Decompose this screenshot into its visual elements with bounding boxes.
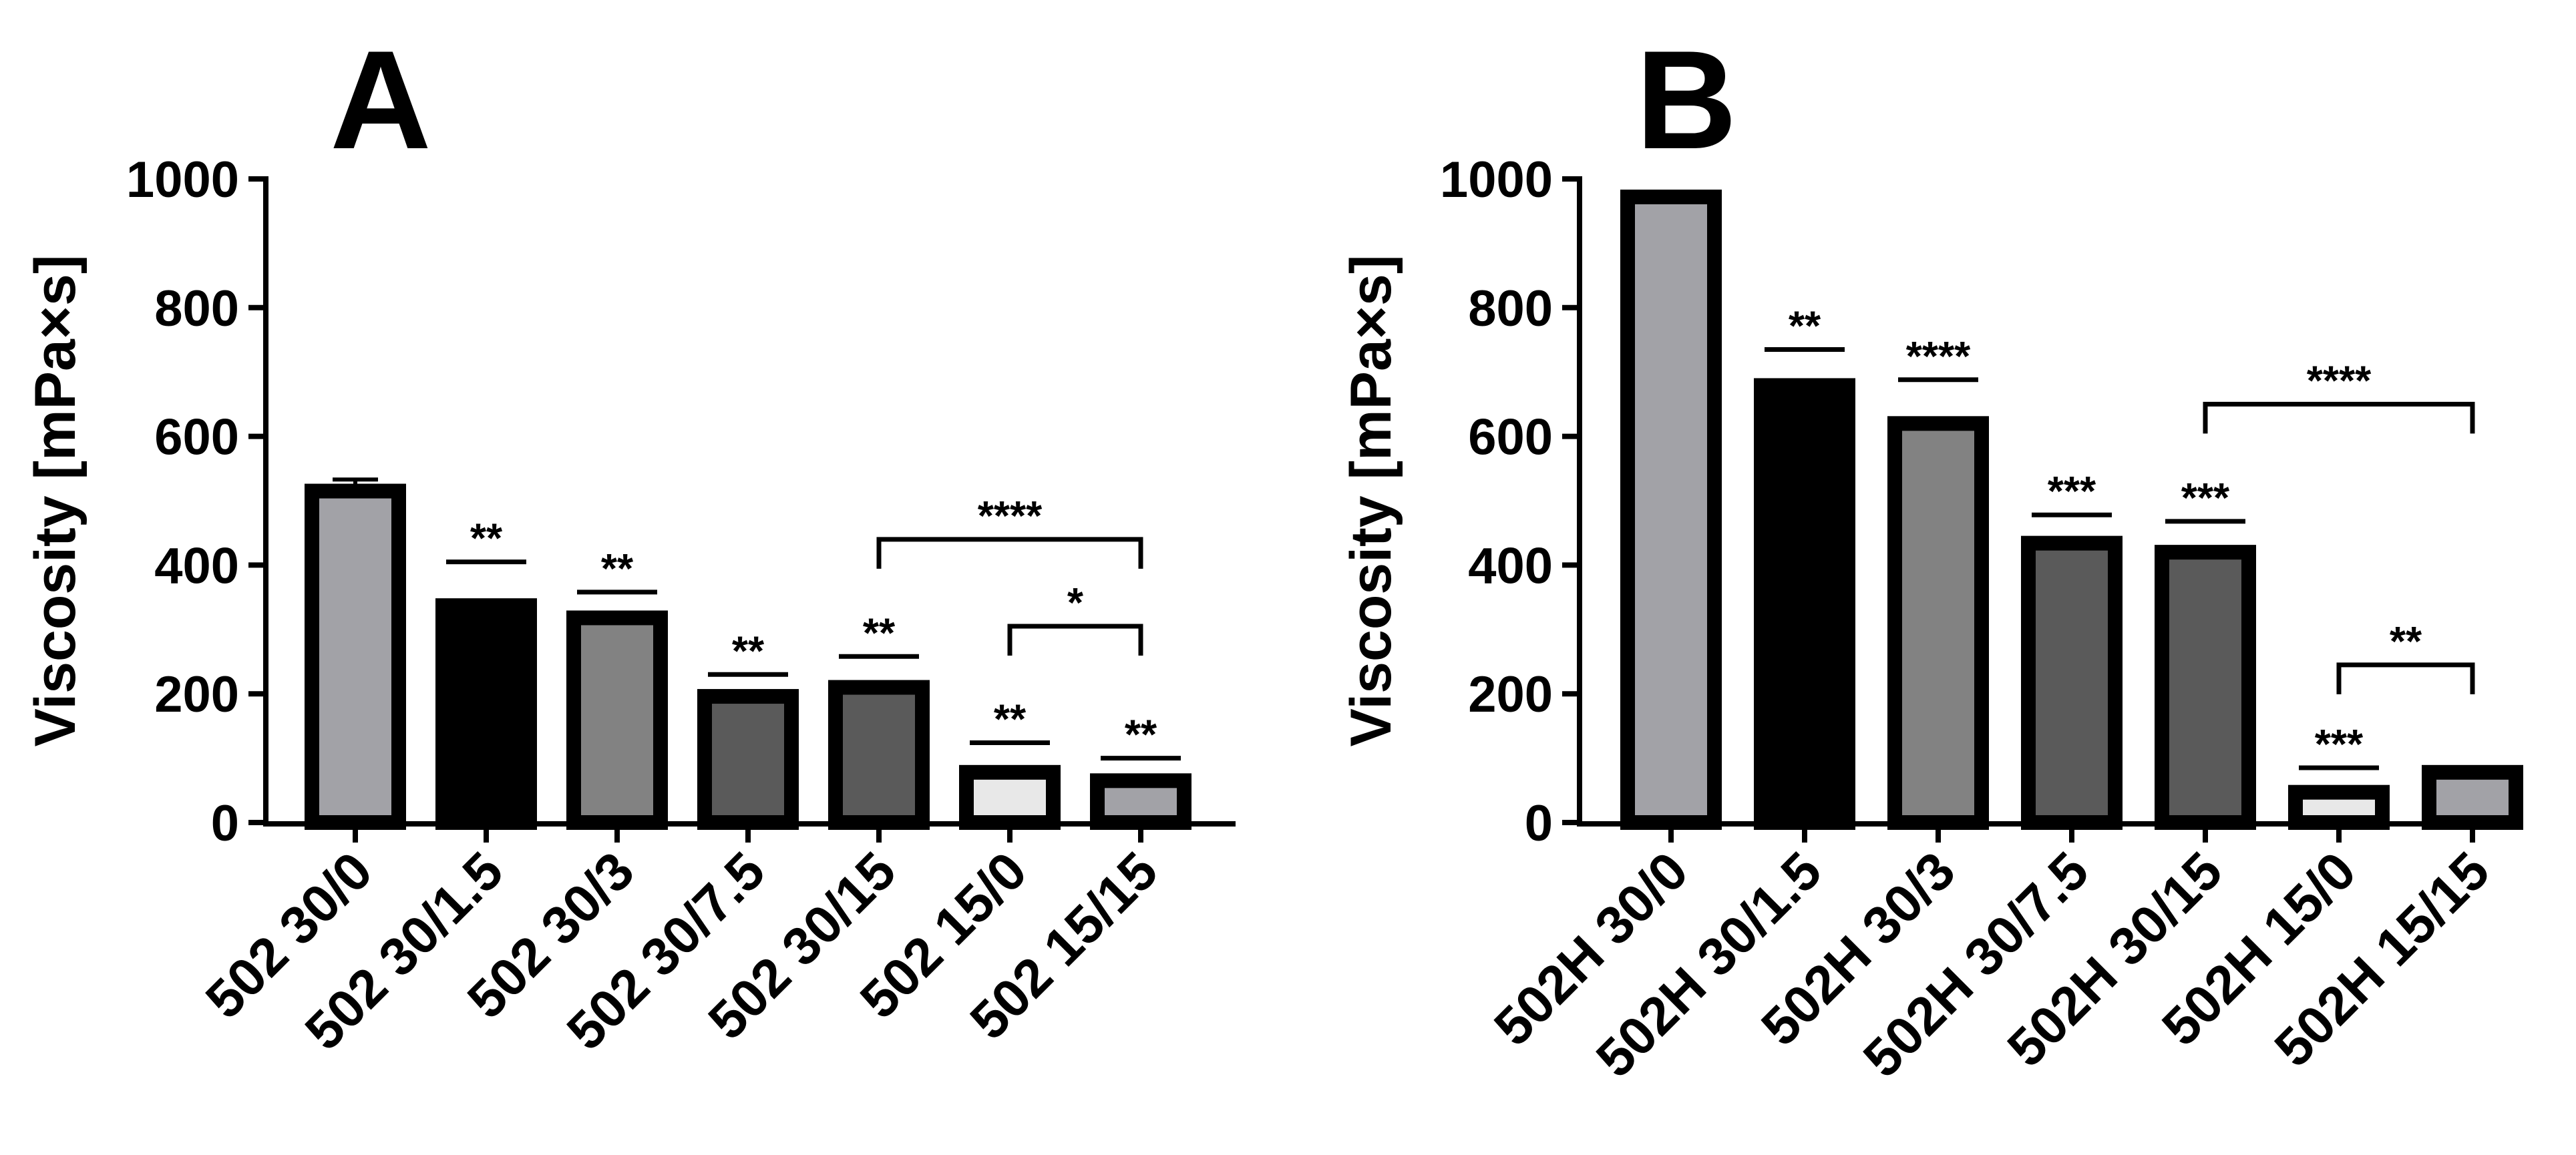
y-tick-label: 400 — [1468, 537, 1553, 594]
significance-label: ** — [470, 516, 503, 562]
bar — [1887, 416, 1989, 830]
bar — [1090, 773, 1191, 830]
significance-label: **** — [1906, 334, 1971, 380]
bar — [697, 689, 799, 831]
significance-label: ** — [1789, 303, 1821, 349]
significance-label: ** — [2390, 619, 2422, 665]
y-tick-label: 0 — [1525, 795, 1553, 852]
panel-label: A — [330, 21, 431, 178]
significance-label: *** — [2048, 469, 2096, 515]
bar — [1754, 378, 1855, 830]
y-axis-title: Viscosity [mPa×s] — [23, 255, 87, 747]
significance-label: ** — [1125, 712, 1157, 758]
significance-label: ** — [732, 628, 765, 674]
significance-label: ** — [994, 696, 1027, 742]
bar — [2422, 764, 2523, 830]
significance-label: **** — [2307, 358, 2372, 404]
y-tick-label: 800 — [1468, 280, 1553, 337]
y-tick-label: 600 — [1468, 409, 1553, 466]
y-tick-label: 800 — [154, 280, 239, 337]
significance-label: **** — [978, 493, 1043, 539]
bar — [828, 680, 930, 831]
significance-label: *** — [2315, 722, 2364, 768]
significance-label: ** — [601, 546, 634, 592]
significance-label: *** — [2181, 475, 2230, 521]
significance-bracket — [2336, 662, 2475, 694]
bar — [2021, 535, 2123, 831]
bar — [1620, 189, 1722, 830]
y-tick-label: 1000 — [1440, 152, 1553, 208]
y-tick-label: 200 — [1468, 666, 1553, 723]
bar — [959, 764, 1061, 830]
bar — [2288, 784, 2390, 831]
significance-label: ** — [863, 610, 896, 656]
significance-label: * — [1067, 580, 1084, 626]
significance-bracket — [1007, 624, 1143, 656]
bar — [435, 598, 537, 831]
y-tick-label: 0 — [211, 795, 239, 852]
bar — [305, 483, 406, 830]
y-tick-label: 1000 — [126, 152, 239, 208]
panel-label: B — [1636, 21, 1737, 178]
y-tick-label: 600 — [154, 409, 239, 466]
significance-bracket — [876, 537, 1143, 569]
y-axis-title: Viscosity [mPa×s] — [1339, 255, 1403, 747]
y-tick-label: 200 — [154, 666, 239, 723]
y-tick-label: 400 — [154, 537, 239, 594]
significance-bracket — [2203, 401, 2475, 434]
bar — [566, 610, 668, 830]
bar — [2155, 545, 2256, 830]
